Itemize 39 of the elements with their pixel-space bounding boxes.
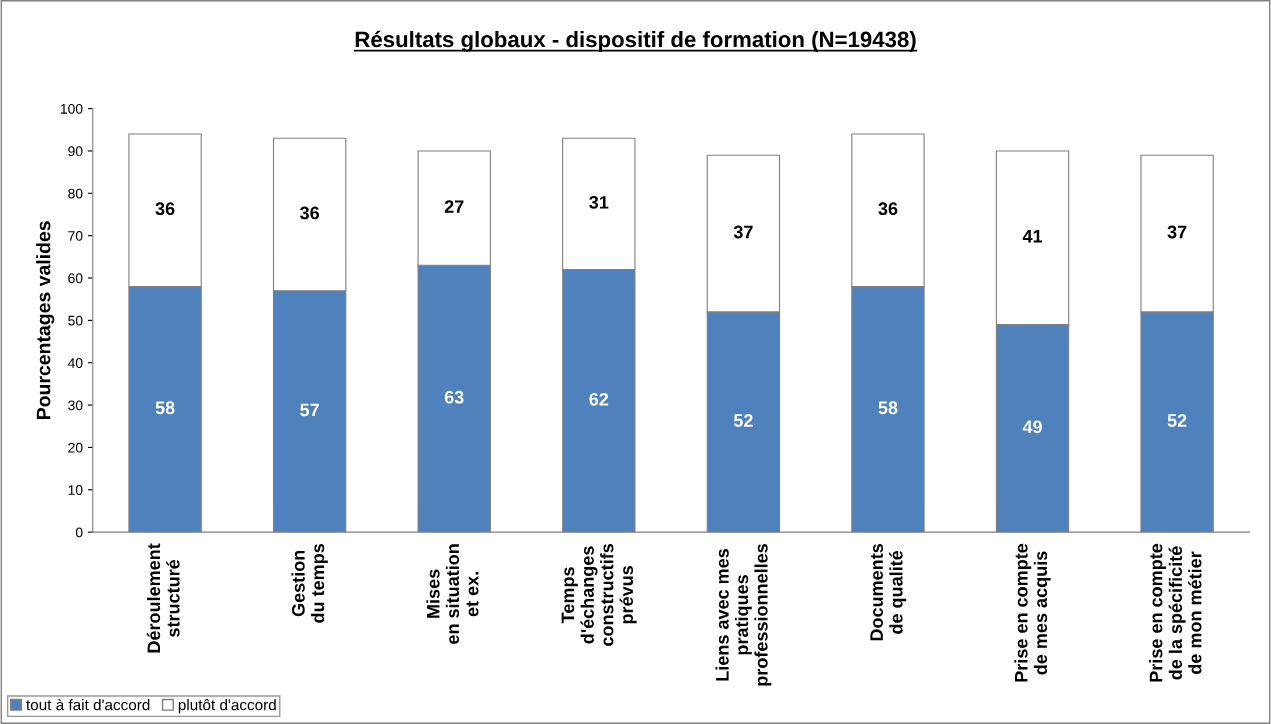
chart-title: Résultats globaux - dispositif de formation (N=19438) (355, 30, 916, 52)
data-label: 49 (1022, 420, 1042, 434)
data-label: 57 (300, 403, 319, 417)
y-axis-title: Pourcentages valides (36, 221, 55, 420)
data-label: 37 (1167, 225, 1187, 239)
x-tick-label: Liens avec mes pratiques professionnelles (715, 543, 772, 686)
data-label: 31 (589, 195, 609, 209)
legend-label: tout à fait d'accord (26, 698, 150, 711)
x-tick-label: Temps d'échanges constructifs prévus (561, 543, 637, 646)
data-label: 36 (878, 202, 898, 216)
data-label: 58 (878, 401, 898, 415)
data-label: 27 (444, 200, 464, 213)
y-tick-label: 0 (75, 527, 83, 538)
y-tick-label: 50 (68, 315, 83, 326)
x-tick-label: Gestion du temps (291, 543, 328, 623)
x-tick-label: Prise en compte de la spécificité de mon métier (1149, 543, 1202, 682)
data-label: 36 (155, 202, 175, 216)
y-tick-label: 80 (68, 188, 83, 199)
data-label: 52 (733, 414, 753, 427)
y-tick-label: 10 (68, 485, 83, 495)
data-label: 58 (155, 401, 175, 415)
data-label: 41 (1022, 230, 1043, 243)
data-label: 36 (300, 206, 320, 220)
y-tick-label: 100 (60, 103, 83, 114)
y-tick-label: 20 (68, 442, 83, 453)
data-label: 63 (444, 390, 464, 404)
data-label: 62 (589, 392, 609, 406)
y-tick-label: 90 (68, 146, 83, 157)
x-tick-label: Mises en situation et ex. (426, 544, 479, 644)
y-tick-label: 60 (68, 273, 83, 284)
x-tick-label: Prise en compte de mes acquis (1014, 543, 1051, 682)
y-tick-label: 30 (68, 400, 83, 411)
y-tick-label: 70 (68, 231, 83, 241)
x-tick-label: Documents de qualité (870, 543, 907, 641)
data-label: 37 (733, 225, 753, 239)
legend-label: plutôt d'accord (178, 699, 276, 714)
x-tick-label: Déroulement structuré (146, 543, 180, 653)
data-label: 52 (1167, 414, 1187, 427)
y-tick-label: 40 (67, 358, 83, 368)
